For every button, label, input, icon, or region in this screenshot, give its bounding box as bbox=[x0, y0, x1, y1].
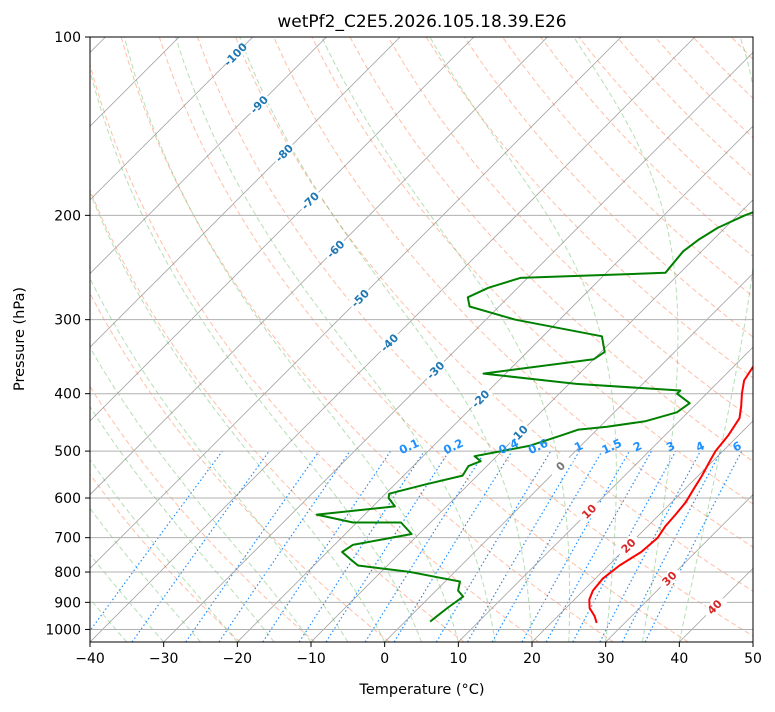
mixing-ratio-line bbox=[82, 451, 223, 642]
dry-adiabat bbox=[274, 37, 775, 642]
moist-adiabat bbox=[0, 181, 237, 642]
moist-adiabat bbox=[0, 222, 164, 642]
mixing-ratio-line bbox=[299, 451, 424, 642]
dry-adiabat bbox=[0, 37, 315, 642]
y-axis-label: Pressure (hPa) bbox=[12, 287, 28, 391]
isotherm bbox=[0, 37, 326, 642]
mixing-ratio-label: 8 bbox=[752, 438, 765, 454]
dry-adiabat bbox=[655, 37, 775, 642]
moist-adiabat bbox=[124, 37, 458, 642]
moist-adiabat bbox=[430, 37, 617, 642]
dry-adiabat bbox=[693, 37, 775, 642]
dry-adiabat bbox=[7, 37, 390, 642]
y-tick-label: 1000 bbox=[45, 622, 81, 638]
plot-area: -100-90-80-70-60-50-40-30-20-10010203040… bbox=[0, 37, 775, 642]
moist-adiabat bbox=[322, 37, 570, 642]
y-tick-label: 900 bbox=[54, 595, 81, 611]
mixing-ratio-line bbox=[436, 451, 550, 642]
mixing-ratio-line bbox=[326, 451, 449, 642]
mixing-ratio-line bbox=[468, 451, 580, 642]
isotherm bbox=[16, 37, 621, 642]
y-tick-label: 600 bbox=[54, 491, 81, 507]
dry-adiabat bbox=[769, 37, 775, 642]
dry-adiabat bbox=[83, 37, 539, 642]
mixing-ratio-line bbox=[522, 451, 629, 642]
x-tick-label: 20 bbox=[523, 651, 541, 667]
y-tick-label: 500 bbox=[54, 444, 81, 460]
isotherm bbox=[385, 37, 775, 642]
moist-adiabat bbox=[0, 166, 274, 642]
x-tick-label: 30 bbox=[597, 651, 615, 667]
mixing-ratio-label: 1 bbox=[572, 438, 585, 454]
x-tick-label: −20 bbox=[223, 651, 253, 667]
x-tick-label: −30 bbox=[149, 651, 179, 667]
isotherm bbox=[237, 37, 775, 642]
mixing-ratio-label: 1.5 bbox=[599, 436, 623, 457]
dry-adiabat bbox=[0, 37, 240, 642]
dry-adiabat bbox=[426, 37, 775, 642]
isotherm bbox=[753, 37, 775, 642]
y-tick-label: 400 bbox=[54, 387, 81, 403]
dewpoint-line bbox=[317, 37, 775, 622]
moist-adiabat bbox=[7, 141, 311, 642]
x-tick-label: −40 bbox=[75, 651, 105, 667]
y-tick-label: 700 bbox=[54, 531, 81, 547]
y-tick-label: 200 bbox=[54, 208, 81, 224]
isotherm bbox=[0, 37, 547, 642]
x-tick-label: 0 bbox=[380, 651, 389, 667]
mixing-ratio-label: 0.6 bbox=[526, 436, 550, 457]
y-tick-label: 300 bbox=[54, 313, 81, 329]
moist-adiabat bbox=[59, 94, 385, 642]
mixing-ratio-label: 0.1 bbox=[397, 436, 421, 457]
isotherm bbox=[0, 37, 400, 642]
moist-adiabat bbox=[88, 62, 422, 643]
mixing-ratio-label: 2 bbox=[631, 438, 644, 454]
line-labels: -100-90-80-70-60-50-40-30-20-10010203040… bbox=[221, 40, 775, 619]
x-axis-label: Temperature (°C) bbox=[358, 682, 484, 698]
moist-adiabats bbox=[0, 37, 760, 642]
mixing-ratio-line bbox=[365, 451, 485, 642]
mixing-ratio-label: 4 bbox=[693, 438, 706, 454]
x-tick-label: 50 bbox=[744, 651, 762, 667]
dry-adiabat bbox=[236, 37, 775, 642]
mixing-ratio-label: 0.2 bbox=[441, 436, 465, 457]
y-tick-label: 100 bbox=[54, 30, 81, 46]
dry-adiabat bbox=[388, 37, 775, 642]
dry-adiabat bbox=[579, 37, 775, 642]
chart-title: wetPf2_C2E5.2026.105.18.39.E26 bbox=[277, 12, 566, 32]
temperature-line bbox=[589, 37, 775, 623]
mixing-ratio-line bbox=[219, 451, 350, 642]
y-tick-label: 800 bbox=[54, 565, 81, 581]
dry-adiabat bbox=[350, 37, 775, 642]
isotherm bbox=[458, 37, 775, 642]
moist-adiabat bbox=[31, 114, 348, 642]
x-tick-label: −10 bbox=[296, 651, 326, 667]
mixing-ratio-label: 3 bbox=[664, 438, 677, 454]
isotherm-label: -100 bbox=[221, 40, 250, 69]
x-tick-label: 10 bbox=[449, 651, 467, 667]
isotherm bbox=[679, 37, 775, 642]
x-tick-label: 40 bbox=[670, 651, 688, 667]
isotherm bbox=[0, 37, 253, 642]
isotherm bbox=[0, 37, 474, 642]
